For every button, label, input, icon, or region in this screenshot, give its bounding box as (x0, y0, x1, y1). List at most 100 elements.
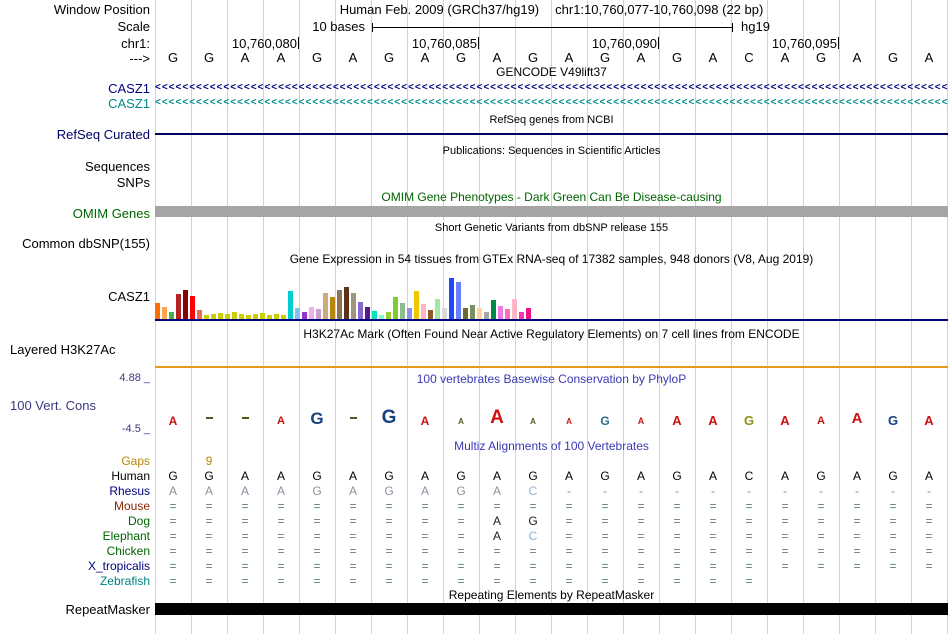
gtex-tissue-bar[interactable] (442, 308, 447, 320)
gtex-tissue-bar[interactable] (190, 296, 195, 320)
gtex-tissue-bar[interactable] (414, 291, 419, 320)
gtex-tissue-bar[interactable] (470, 305, 475, 320)
species-label-human[interactable]: Human (111, 469, 150, 483)
gtex-tissue-bar[interactable] (295, 308, 300, 320)
publications-sequences-label[interactable]: Sequences (84, 159, 150, 174)
alignment-row-x_tropicalis[interactable]: = = = = = = = = = = = = = = = = = = = = = = (155, 559, 947, 573)
gene-label-casz1-1[interactable]: CASZ1 (108, 81, 150, 96)
alignment-row-mouse[interactable]: = = = = = = = = = = = = = = = = = = = = = = (155, 499, 947, 513)
alignment-row-gaps[interactable]: 9 (155, 454, 947, 468)
repeatmasker-bar[interactable] (155, 603, 948, 615)
species-label-rhesus[interactable]: Rhesus (109, 484, 150, 498)
gtex-tissue-bar[interactable] (428, 310, 433, 320)
gtex-tissue-bar[interactable] (330, 297, 335, 320)
alignment-row-zebrafish[interactable]: = = = = = = = = = = = = = = = = = (155, 574, 947, 588)
gtex-tissue-bar[interactable] (407, 308, 412, 320)
gtex-tissue-bar[interactable] (309, 307, 314, 320)
gtex-tissue-bar[interactable] (197, 310, 202, 320)
gtex-tissue-bar[interactable] (225, 314, 230, 320)
gtex-tissue-bar[interactable] (505, 309, 510, 320)
refseq-gene-line[interactable] (155, 133, 948, 135)
gtex-tissue-bar[interactable] (267, 315, 272, 320)
gtex-tissue-bar[interactable] (274, 314, 279, 320)
gtex-tissue-bar[interactable] (246, 315, 251, 320)
gtex-tissue-bar[interactable] (204, 315, 209, 320)
gtex-tissue-bar[interactable] (155, 303, 160, 320)
phylop-label[interactable]: 100 Vert. Cons (10, 398, 96, 413)
gtex-tissue-bar[interactable] (337, 290, 342, 320)
omim-gene-bar[interactable] (155, 206, 948, 217)
align-cell: = (565, 544, 573, 558)
gtex-tissue-bar[interactable] (393, 297, 398, 320)
gtex-tissue-bar[interactable] (323, 293, 328, 320)
gtex-tissue-bar[interactable] (526, 308, 531, 320)
align-cell: A (348, 484, 357, 498)
align-cell: = (709, 574, 717, 588)
align-cell: = (385, 514, 393, 528)
position-range: chr1:10,760,077-10,760,098 (22 bp) (555, 2, 764, 17)
refseq-curated-label[interactable]: RefSeq Curated (56, 127, 150, 142)
gtex-tissue-bar[interactable] (477, 308, 482, 320)
species-label-x_tropicalis[interactable]: X_tropicalis (87, 559, 150, 573)
gene-line-casz1-2[interactable]: <<<<<<<<<<<<<<<<<<<<<<<<<<<<<<<<<<<<<<<<… (155, 97, 948, 108)
species-label-mouse[interactable]: Mouse (113, 499, 150, 513)
gtex-tissue-bar[interactable] (386, 312, 391, 320)
gtex-tissue-bar[interactable] (519, 312, 524, 320)
h3k27ac-label[interactable]: Layered H3K27Ac (10, 342, 116, 357)
publications-track-title: Publications: Sequences in Scientific Ar… (442, 145, 661, 157)
gtex-tissue-bar[interactable] (169, 312, 174, 320)
omim-genes-label[interactable]: OMIM Genes (72, 206, 150, 221)
gtex-tissue-bar[interactable] (183, 290, 188, 320)
species-label-zebrafish[interactable]: Zebrafish (99, 574, 150, 588)
gtex-tissue-bar[interactable] (302, 312, 307, 320)
gtex-gene-label[interactable]: CASZ1 (108, 289, 150, 304)
species-label-gaps[interactable]: Gaps (121, 454, 150, 468)
gtex-tissue-bar[interactable] (372, 311, 377, 320)
chrom-label: chr1: (121, 36, 150, 51)
species-label-dog[interactable]: Dog (127, 514, 150, 528)
gtex-tissue-bar[interactable] (456, 282, 461, 320)
alignment-row-elephant[interactable]: = = = = = = = = = A C = = = = = = = = = = = (155, 529, 947, 543)
gtex-tissue-bar[interactable] (512, 299, 517, 320)
gtex-tissue-bar[interactable] (176, 294, 181, 320)
gtex-tissue-bar[interactable] (351, 293, 356, 320)
gtex-tissue-bar[interactable] (288, 291, 293, 320)
align-cell: G (528, 469, 538, 483)
gtex-tissue-bar[interactable] (316, 309, 321, 320)
species-label-elephant[interactable]: Elephant (102, 529, 150, 543)
repeatmasker-label[interactable]: RepeatMasker (65, 602, 150, 617)
h3k27ac-signal-line[interactable] (155, 366, 948, 368)
gtex-tissue-bar[interactable] (281, 315, 286, 320)
gtex-tissue-bar[interactable] (253, 314, 258, 320)
gtex-tissue-bar[interactable] (232, 312, 237, 320)
gene-line-casz1-1[interactable]: <<<<<<<<<<<<<<<<<<<<<<<<<<<<<<<<<<<<<<<<… (155, 82, 948, 93)
gene-label-casz1-2[interactable]: CASZ1 (108, 96, 150, 111)
alignment-row-dog[interactable]: = = = = = = = = = A G = = = = = = = = = = = (155, 514, 947, 528)
gtex-tissue-bar[interactable] (463, 308, 468, 320)
dbsnp-label[interactable]: Common dbSNP(155) (22, 236, 150, 251)
species-label-chicken[interactable]: Chicken (106, 544, 150, 558)
gtex-tissue-bar[interactable] (449, 278, 454, 320)
gtex-tissue-bar[interactable] (239, 314, 244, 320)
gtex-tissue-bar[interactable] (365, 307, 370, 320)
alignment-row-chicken[interactable]: = = = = = = = = = = = = = = = = = = = = = = (155, 544, 947, 558)
gtex-tissue-bar[interactable] (344, 287, 349, 320)
gtex-tissue-bar[interactable] (260, 313, 265, 320)
gtex-tissue-bar[interactable] (491, 300, 496, 320)
gtex-tissue-bar[interactable] (358, 302, 363, 320)
gtex-tissue-bar[interactable] (211, 314, 216, 320)
publications-snps-label[interactable]: SNPs (116, 175, 150, 190)
gtex-tissue-bar[interactable] (379, 315, 384, 320)
gtex-tissue-bar[interactable] (498, 306, 503, 320)
gtex-tissue-bar[interactable] (162, 307, 167, 320)
gtex-tissue-bar[interactable] (218, 313, 223, 320)
gtex-tissue-bar[interactable] (400, 303, 405, 320)
gtex-tissue-bar[interactable] (435, 299, 440, 320)
scale-value: 10 bases (312, 19, 365, 34)
gtex-tissue-bar[interactable] (484, 312, 489, 320)
gtex-tissue-bar[interactable] (421, 304, 426, 320)
